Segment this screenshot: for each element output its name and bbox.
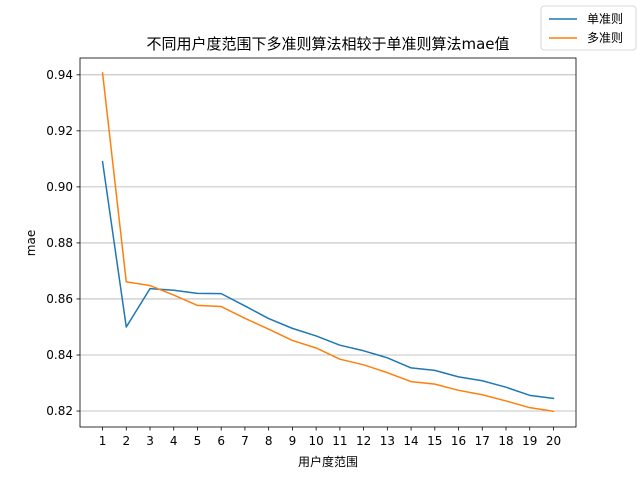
x-tick-label: 1 [99,434,107,448]
x-tick-label: 4 [170,434,178,448]
y-tick-label: 0.90 [46,180,73,194]
y-tick-label: 0.82 [46,404,73,418]
x-tick-label: 17 [475,434,490,448]
y-axis-label: mae [24,230,38,256]
y-tick-label: 0.88 [46,236,73,250]
x-tick-label: 15 [427,434,442,448]
y-axis-ticks: 0.82 0.84 0.86 0.88 0.90 0.92 0.94 [46,68,80,418]
x-tick-label: 9 [289,434,297,448]
legend-box [540,5,637,51]
series-line-2 [101,72,555,413]
x-tick-label: 19 [522,434,537,448]
x-tick-label: 13 [380,434,395,448]
x-axis-ticks: 1 2 3 4 5 6 7 8 9 10 11 12 13 14 15 16 17 18 19 20 [99,427,561,448]
legend-label-2: 多准则 [587,31,623,45]
x-tick-label: 5 [194,434,202,448]
x-tick-label: 8 [265,434,273,448]
x-tick-label: 2 [122,434,130,448]
y-tick-label: 0.94 [46,68,73,82]
y-tick-label: 0.86 [46,292,73,306]
x-tick-label: 14 [403,434,418,448]
x-tick-label: 12 [356,434,371,448]
series-lines [101,72,555,413]
x-tick-label: 10 [308,434,323,448]
x-axis-label: 用户度范围 [298,454,358,469]
gridlines [80,74,576,412]
chart-title: 不同用户度范围下多准则算法相较于单准则算法mae值 [146,35,509,53]
x-tick-label: 7 [241,434,249,448]
x-tick-label: 20 [546,434,561,448]
series-line-1 [101,160,555,400]
x-tick-label: 18 [498,434,513,448]
y-tick-label: 0.84 [46,348,73,362]
x-tick-label: 6 [217,434,225,448]
x-tick-label: 11 [332,434,347,448]
plot-area-frame [79,57,577,428]
y-tick-label: 0.92 [46,124,73,138]
legend-label-1: 单准则 [587,12,623,26]
x-tick-label: 3 [146,434,154,448]
x-tick-label: 16 [451,434,466,448]
